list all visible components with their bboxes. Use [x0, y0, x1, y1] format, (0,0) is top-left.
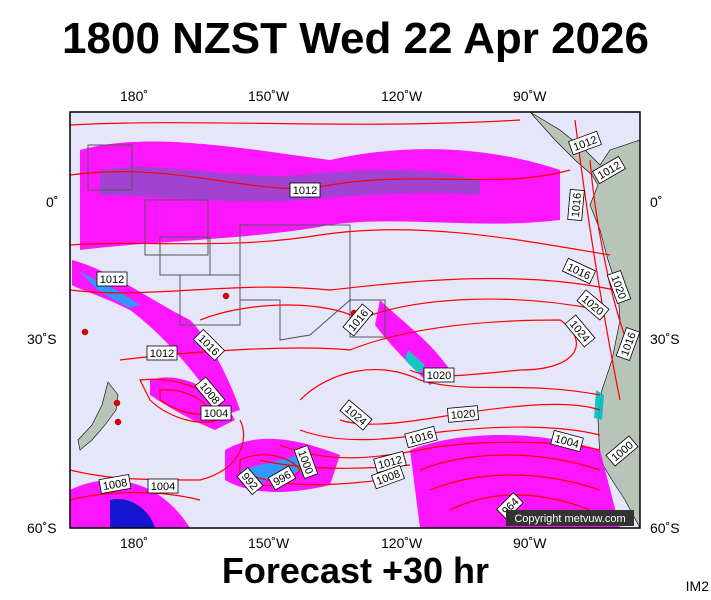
isobar-label: 1004 [200, 405, 232, 421]
isobar-label: 1012 [96, 271, 128, 287]
right-axis-label: 60˚S [650, 520, 680, 536]
top-axis-label: 180˚ [120, 88, 149, 104]
left-axis-label: 30˚S [27, 331, 57, 347]
right-axis-label: 30˚S [650, 331, 680, 347]
isobar-label: 1020 [447, 405, 479, 423]
map-title: 1800 NZST Wed 22 Apr 2026 [62, 14, 649, 63]
svg-text:1008: 1008 [102, 477, 128, 493]
bottom-axis-label: 90˚W [513, 535, 547, 551]
left-axis-label: 0˚ [46, 194, 59, 210]
svg-text:1012: 1012 [100, 274, 124, 286]
isobar-label: 1020 [423, 367, 455, 383]
image-code: IM2 [685, 578, 709, 594]
copyright: Copyright metvuw.com [514, 513, 625, 525]
bottom-axis-label: 150˚W [248, 535, 290, 551]
south-america-land [529, 112, 640, 528]
copyright-box: Copyright metvuw.com [506, 510, 634, 526]
bottom-axis-label: 120˚W [381, 535, 423, 551]
top-axis-label: 150˚W [248, 88, 290, 104]
top-axis-label: 120˚W [381, 88, 423, 104]
isobar-label: 1016 [404, 425, 438, 449]
map-frame [69, 111, 641, 529]
svg-text:1020: 1020 [427, 370, 451, 382]
svg-text:1012: 1012 [293, 185, 317, 197]
svg-text:1004: 1004 [151, 481, 175, 493]
left-axis-label: 60˚S [27, 520, 57, 536]
isobar-label: 1012 [146, 345, 178, 361]
bottom-axis-label: 180˚ [120, 535, 149, 551]
isobar-label: 1004 [550, 429, 584, 453]
isobar-label: 1004 [147, 478, 179, 494]
svg-text:1004: 1004 [204, 408, 228, 420]
isobar-label: 1012 [289, 182, 321, 198]
right-axis-label: 0˚ [650, 194, 663, 210]
top-axis-label: 90˚W [513, 88, 547, 104]
svg-text:1012: 1012 [150, 348, 174, 360]
isobar-label: 1008 [98, 474, 132, 494]
forecast-label: Forecast +30 hr [221, 550, 490, 591]
svg-text:1020: 1020 [450, 408, 475, 422]
svg-text:1016: 1016 [570, 192, 584, 217]
eez-boundaries [87, 144, 386, 341]
isobar-label: 1016 [567, 189, 585, 221]
